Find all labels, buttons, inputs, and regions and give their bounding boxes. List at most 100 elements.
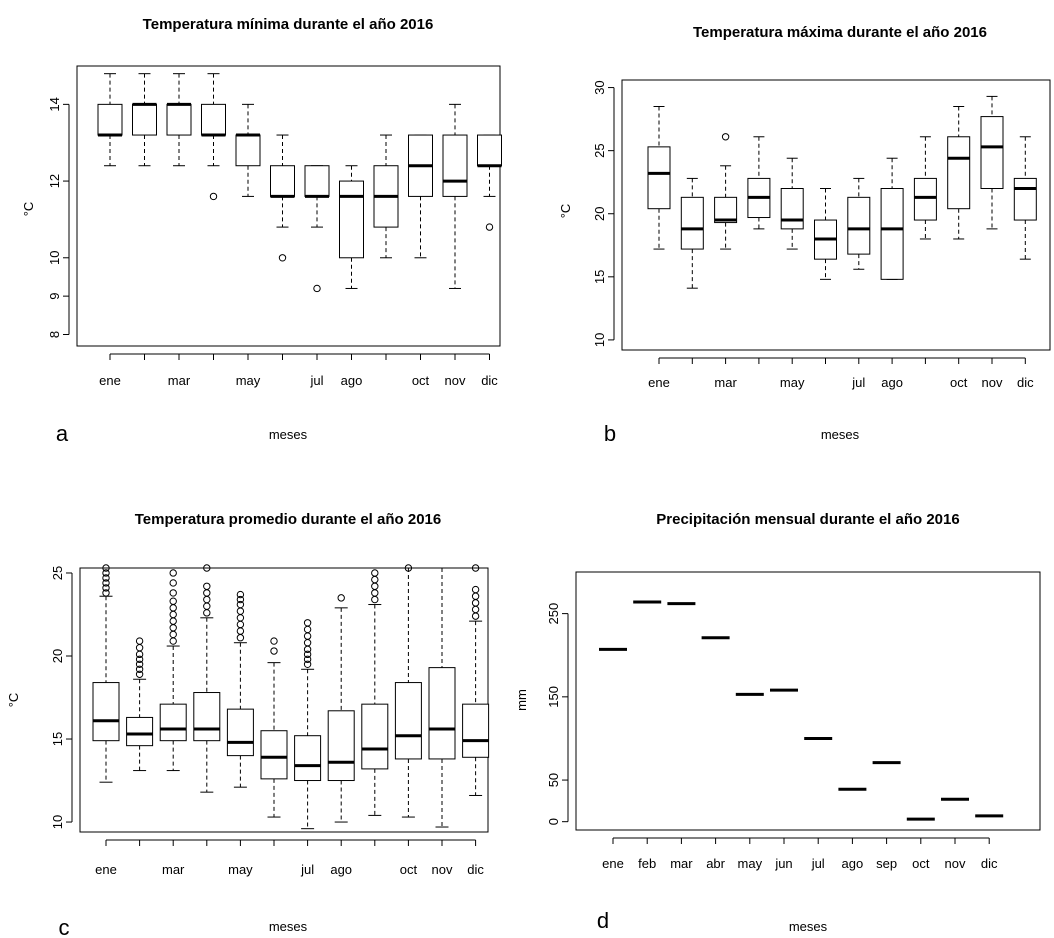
plot-frame xyxy=(575,571,1041,831)
box-may xyxy=(226,590,254,788)
box-mar xyxy=(159,569,187,772)
outlier-point xyxy=(236,590,245,599)
box-iqr xyxy=(680,196,704,250)
outlier-point xyxy=(485,223,494,231)
box-iqr xyxy=(260,730,288,780)
panel-letter: a xyxy=(56,421,69,446)
outlier-point xyxy=(135,665,144,673)
box-jun xyxy=(270,134,295,262)
outlier-point xyxy=(135,643,144,652)
x-tick-label: jun xyxy=(774,856,792,871)
box-iqr xyxy=(394,682,422,760)
outlier-point xyxy=(278,254,287,262)
outlier-point xyxy=(404,564,413,572)
box-nov xyxy=(980,95,1004,230)
x-tick-label: ago xyxy=(881,375,903,390)
outlier-point xyxy=(102,579,110,587)
y-tick-label: 0 xyxy=(546,818,561,825)
box-iqr xyxy=(201,103,226,136)
outlier-point xyxy=(169,610,177,619)
box-mar xyxy=(166,73,192,167)
x-tick-label: ago xyxy=(341,373,363,388)
y-tick-label: 14 xyxy=(47,97,62,111)
y-tick-label: 20 xyxy=(592,207,607,221)
outlier-point xyxy=(303,650,312,659)
outlier-point xyxy=(303,632,312,640)
outlier-point xyxy=(236,595,245,604)
outlier-point xyxy=(303,619,312,627)
x-axis-label: meses xyxy=(269,427,308,442)
panel-letter: d xyxy=(597,908,609,933)
y-tick-label: 25 xyxy=(50,566,65,580)
box-iqr xyxy=(477,134,502,167)
x-tick-label: may xyxy=(738,856,763,871)
box-iqr xyxy=(847,196,871,255)
x-tick-label: jul xyxy=(309,373,323,388)
x-tick-label: jul xyxy=(300,862,314,877)
outlier-point xyxy=(721,133,730,141)
outlier-point xyxy=(471,599,480,607)
outlier-point xyxy=(169,597,177,605)
outlier-point xyxy=(236,620,245,629)
x-tick-label: jul xyxy=(851,375,865,390)
box-iqr xyxy=(780,188,804,230)
box-dic xyxy=(477,134,502,231)
y-tick-label: 50 xyxy=(546,773,561,787)
outlier-point xyxy=(102,574,110,582)
x-tick-label: may xyxy=(236,373,261,388)
outlier-point xyxy=(203,582,211,590)
chart-title: Temperatura mínima durante el año 2016 xyxy=(143,16,434,33)
outlier-point xyxy=(313,284,321,293)
box-feb xyxy=(126,637,154,772)
x-tick-label: mar xyxy=(714,375,737,390)
y-tick-label: 10 xyxy=(50,815,65,829)
outlier-point xyxy=(371,582,379,590)
x-tick-label: sep xyxy=(876,856,897,871)
box-nov xyxy=(442,103,468,289)
box-iqr xyxy=(126,716,154,747)
x-tick-label: nov xyxy=(445,373,466,388)
box-iqr xyxy=(714,196,738,224)
panel-letter: b xyxy=(604,421,616,446)
box-jul xyxy=(304,165,330,293)
x-tick-label: ene xyxy=(99,373,121,388)
box-jun xyxy=(260,637,288,818)
x-tick-label: ene xyxy=(602,856,624,871)
chart-title: Temperatura máxima durante el año 2016 xyxy=(693,24,987,41)
x-tick-label: ene xyxy=(648,375,670,390)
outlier-point xyxy=(236,614,245,622)
box-iqr xyxy=(270,165,295,197)
y-tick-label: 9 xyxy=(47,293,62,300)
outlier-point xyxy=(203,609,211,617)
plot-frame xyxy=(621,79,1051,351)
x-tick-label: oct xyxy=(412,373,430,388)
y-tick-label: 15 xyxy=(50,732,65,746)
x-tick-label: feb xyxy=(638,856,656,871)
outlier-point xyxy=(169,589,177,597)
box-feb xyxy=(132,73,157,167)
x-tick-label: dic xyxy=(481,373,498,388)
outlier-point xyxy=(236,627,245,635)
box-ene xyxy=(97,73,123,167)
outlier-point xyxy=(135,637,144,645)
outlier-point xyxy=(303,660,312,669)
x-tick-label: may xyxy=(228,862,253,877)
outlier-point xyxy=(135,670,144,678)
box-iqr xyxy=(442,134,468,197)
outlier-point xyxy=(169,624,177,632)
y-axis-label: °C xyxy=(558,204,573,219)
outlier-point xyxy=(471,592,480,600)
box-sep xyxy=(373,134,399,259)
outlier-point xyxy=(471,564,480,572)
box-abr xyxy=(747,136,771,230)
outlier-point xyxy=(303,655,312,664)
outlier-point xyxy=(203,589,211,597)
chart-panel-b: Temperatura máxima durante el año 2016 10… xyxy=(558,24,1051,446)
x-tick-label: oct xyxy=(912,856,930,871)
box-iqr xyxy=(92,682,120,742)
box-iqr xyxy=(339,180,364,259)
box-nov xyxy=(428,567,456,828)
y-axis-label: °C xyxy=(21,202,36,217)
x-tick-label: ene xyxy=(95,862,117,877)
